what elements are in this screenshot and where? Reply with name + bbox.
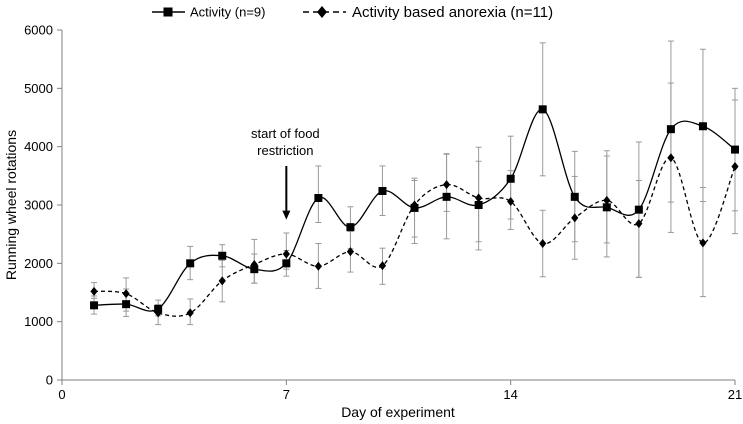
x-axis-title: Day of experiment (341, 404, 455, 420)
y-tick-label: 6000 (24, 23, 53, 38)
data-point-activity (538, 105, 547, 114)
data-point-activity (282, 259, 291, 268)
data-point-anorexia (667, 153, 675, 163)
data-point-anorexia (571, 213, 579, 223)
series-line-anorexia (94, 157, 736, 317)
data-point-anorexia (90, 286, 98, 296)
data-point-anorexia (475, 193, 483, 203)
series-lines (94, 108, 736, 317)
data-point-activity (314, 194, 323, 202)
data-point-anorexia (282, 249, 290, 259)
data-point-activity (442, 192, 451, 201)
data-point-activity (506, 174, 515, 183)
x-tick-label: 21 (728, 387, 742, 402)
annotation: start of food restriction (251, 126, 320, 220)
data-point-activity (731, 145, 739, 154)
data-point-anorexia (539, 239, 547, 248)
data-point-activity (186, 259, 195, 268)
data-point-anorexia (314, 261, 322, 271)
data-point-anorexia (186, 308, 194, 318)
y-axis-title: Running wheel rotations (3, 130, 19, 280)
data-point-anorexia (378, 261, 387, 271)
legend: Activity (n=9) Activity based anorexia (… (152, 4, 553, 21)
annotation-arrow-head (282, 210, 291, 220)
y-tick-label: 2000 (24, 256, 53, 271)
y-tick-label: 3000 (24, 198, 53, 213)
y-tick-label: 5000 (24, 81, 53, 96)
data-point-activity (90, 301, 99, 310)
series-line-activity (94, 108, 736, 312)
legend-label-activity: Activity (n=9) (190, 5, 266, 20)
data-point-anorexia (635, 219, 643, 229)
data-point-anorexia (250, 260, 258, 269)
data-point-anorexia (218, 276, 226, 286)
x-tick-label: 0 (58, 387, 65, 402)
data-point-activity (474, 201, 483, 209)
annotation-text-line-2: restriction (257, 143, 313, 158)
x-ticks: 0 7 14 21 (58, 380, 742, 402)
data-point-activity (602, 203, 611, 212)
y-tick-label: 1000 (24, 314, 53, 329)
data-point-anorexia (507, 197, 515, 206)
data-point-activity (122, 300, 131, 309)
legend-marker-activity (163, 7, 173, 17)
y-tick-label: 0 (46, 373, 53, 388)
data-point-anorexia (122, 289, 130, 299)
data-point-anorexia (731, 162, 739, 171)
data-point-anorexia (410, 200, 419, 210)
data-point-anorexia (346, 247, 355, 257)
data-point-activity (250, 265, 259, 274)
x-tick-label: 7 (283, 387, 290, 402)
y-ticks: 0 1000 2000 3000 4000 5000 6000 (24, 23, 62, 388)
data-point-activity (698, 122, 707, 131)
error-bars (91, 40, 738, 326)
data-point-anorexia (699, 238, 707, 248)
series-markers (90, 105, 739, 318)
data-point-activity (378, 187, 387, 195)
data-point-activity (218, 251, 227, 260)
data-point-anorexia (603, 195, 611, 205)
data-point-activity (346, 223, 355, 232)
data-point-anorexia (442, 180, 451, 190)
x-tick-label: 14 (503, 387, 517, 402)
data-point-activity (666, 125, 675, 134)
data-point-anorexia (154, 308, 162, 318)
data-point-activity (570, 192, 579, 201)
annotation-text-line-1: start of food (251, 126, 320, 141)
y-tick-label: 4000 (24, 139, 53, 154)
legend-label-anorexia: Activity based anorexia (n=11) (352, 4, 553, 21)
data-point-activity (634, 205, 643, 214)
legend-marker-anorexia (317, 6, 327, 18)
